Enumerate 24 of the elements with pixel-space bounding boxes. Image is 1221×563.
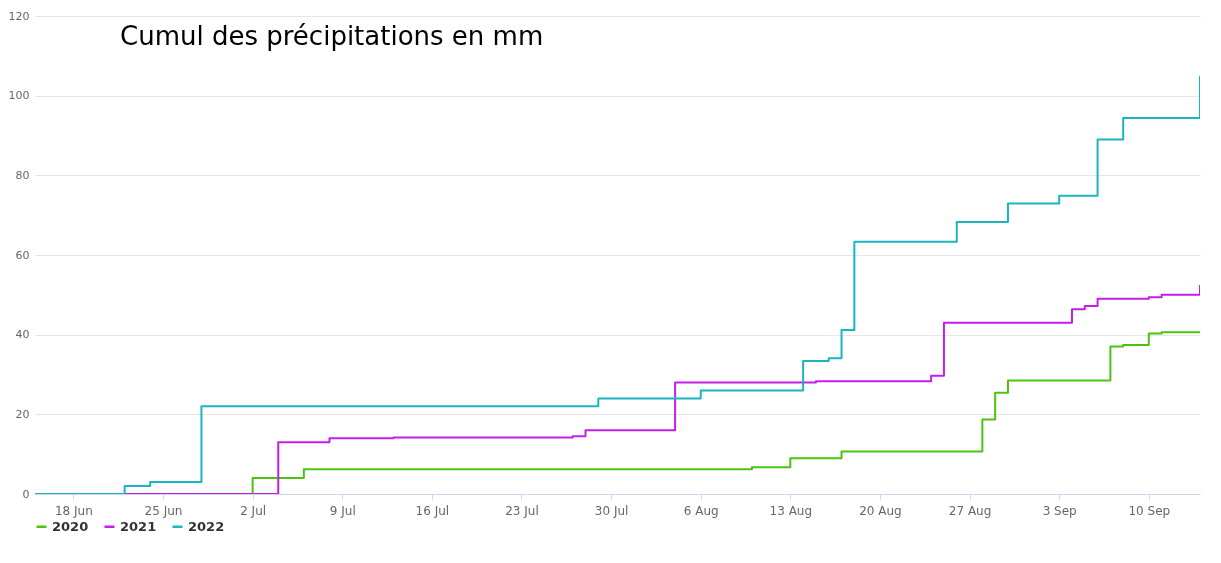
y-tick-label: 0 <box>22 487 30 501</box>
chart-title: Cumul des précipitations en mm <box>120 21 544 51</box>
x-tick-label: 16 Jul <box>415 503 450 518</box>
x-tick-label: 2 Jul <box>240 503 267 518</box>
x-tick-label: 27 Aug <box>948 503 992 518</box>
legend-label: 2022 <box>188 518 225 534</box>
y-tick-label: 40 <box>15 328 30 342</box>
x-tick-label: 20 Aug <box>859 503 902 518</box>
y-tick-label: 60 <box>15 248 30 262</box>
y-tick-label: 100 <box>8 89 30 103</box>
y-tick-label: 20 <box>15 407 30 421</box>
x-tick-label: 30 Jul <box>594 503 629 518</box>
legend-label: 2021 <box>120 518 157 534</box>
legend-label: 2020 <box>52 518 89 534</box>
x-tick-label: 10 Sep <box>1128 503 1171 518</box>
x-tick-label: 3 Sep <box>1042 503 1077 518</box>
y-tick-label: 120 <box>8 9 30 23</box>
x-tick-label: 23 Jul <box>505 503 539 518</box>
x-tick-label: 25 Jun <box>144 503 183 518</box>
x-tick-label: 18 Jun <box>54 503 93 518</box>
y-tick-label: 80 <box>15 168 30 182</box>
x-tick-label: 13 Aug <box>769 503 813 518</box>
x-tick-label: 6 Aug <box>683 503 719 518</box>
x-tick-label: 9 Jul <box>329 503 356 518</box>
